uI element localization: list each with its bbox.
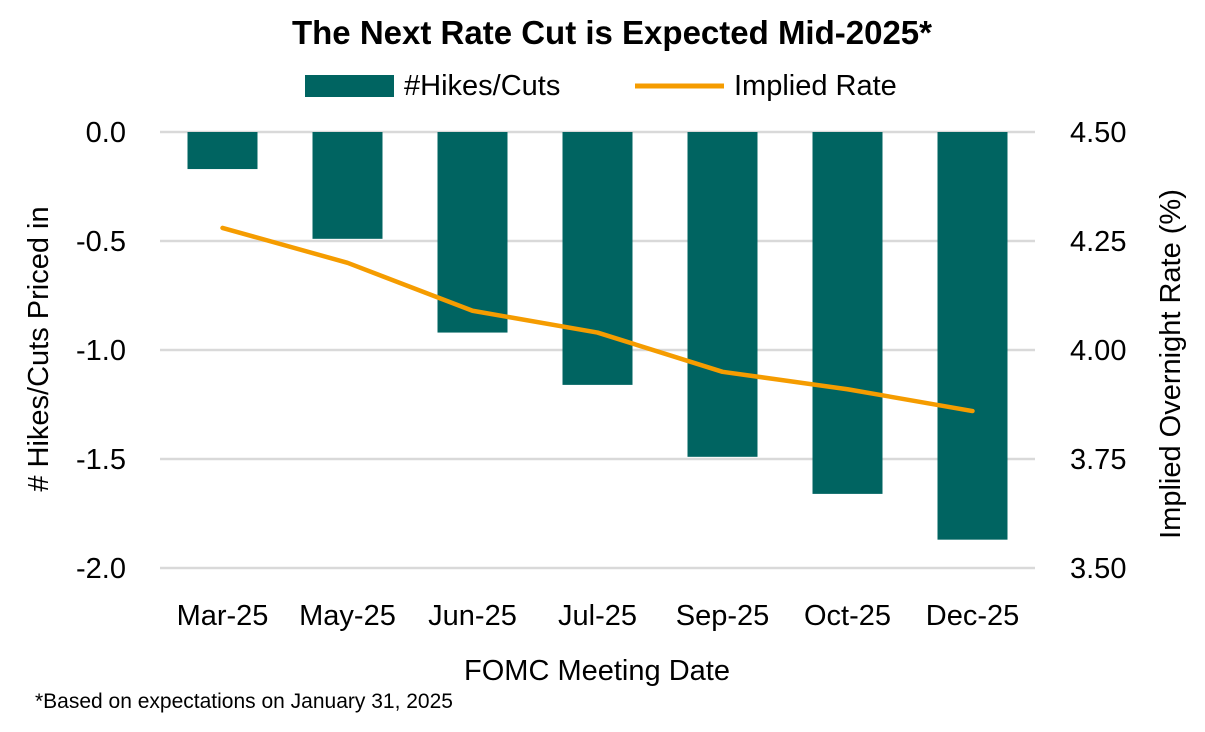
- legend-label-bars: #Hikes/Cuts: [404, 70, 560, 102]
- bar-oct-25: [813, 132, 883, 494]
- right-axis-ticks: 4.50 4.25 4.00 3.75 3.50: [1070, 117, 1126, 585]
- bar-series: [188, 132, 1008, 540]
- y-tick-label: -1.0: [76, 335, 126, 367]
- x-axis-ticks: Mar-25 May-25 Jun-25 Jul-25 Sep-25 Oct-25 Dec-…: [177, 600, 1020, 632]
- x-tick-label: Dec-25: [926, 600, 1020, 632]
- y2-tick-label: 4.25: [1070, 226, 1126, 258]
- y-tick-label: -1.5: [76, 444, 126, 476]
- x-tick-label: Jun-25: [428, 600, 517, 632]
- y2-tick-label: 4.50: [1070, 117, 1126, 149]
- y-tick-label: 0.0: [86, 117, 126, 149]
- x-tick-label: Mar-25: [177, 600, 269, 632]
- chart-title: The Next Rate Cut is Expected Mid-2025*: [292, 14, 932, 51]
- footnote: *Based on expectations on January 31, 20…: [35, 690, 453, 713]
- y2-axis-title: Implied Overnight Rate (%): [1155, 189, 1187, 539]
- y-tick-label: -0.5: [76, 226, 126, 258]
- left-axis-ticks: 0.0 -0.5 -1.0 -1.5 -2.0: [76, 117, 126, 585]
- y2-tick-label: 3.75: [1070, 444, 1126, 476]
- x-axis-title: FOMC Meeting Date: [464, 655, 730, 687]
- bar-mar-25: [188, 132, 258, 169]
- y-axis-title: # Hikes/Cuts Priced in: [23, 206, 55, 491]
- y2-tick-label: 3.50: [1070, 553, 1126, 585]
- x-tick-label: May-25: [299, 600, 396, 632]
- y2-tick-label: 4.00: [1070, 335, 1126, 367]
- bar-sep-25: [688, 132, 758, 457]
- bar-jul-25: [563, 132, 633, 385]
- x-tick-label: Jul-25: [558, 600, 637, 632]
- bar-dec-25: [938, 132, 1008, 540]
- legend-label-line: Implied Rate: [734, 70, 897, 102]
- legend: #Hikes/Cuts Implied Rate: [305, 70, 897, 102]
- x-tick-label: Oct-25: [804, 600, 891, 632]
- legend-swatch-bars: [305, 75, 394, 97]
- bar-may-25: [313, 132, 383, 239]
- y-tick-label: -2.0: [76, 553, 126, 585]
- x-tick-label: Sep-25: [676, 600, 770, 632]
